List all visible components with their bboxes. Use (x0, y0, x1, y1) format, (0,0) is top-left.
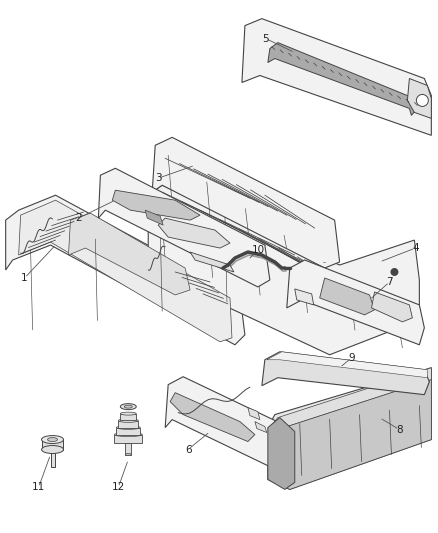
Polygon shape (148, 185, 419, 355)
Polygon shape (262, 352, 429, 394)
Text: 10: 10 (251, 245, 265, 255)
Polygon shape (268, 417, 295, 489)
Polygon shape (270, 379, 431, 489)
Polygon shape (165, 377, 293, 472)
Text: 7: 7 (386, 277, 393, 287)
Polygon shape (68, 213, 190, 295)
Text: 6: 6 (185, 445, 191, 455)
Polygon shape (145, 210, 163, 225)
Polygon shape (255, 422, 267, 433)
Polygon shape (190, 252, 234, 272)
Text: 9: 9 (348, 353, 355, 363)
Polygon shape (99, 168, 270, 287)
Polygon shape (267, 352, 427, 378)
Circle shape (390, 268, 399, 276)
Polygon shape (19, 200, 232, 342)
Text: 3: 3 (155, 173, 162, 183)
Ellipse shape (120, 412, 136, 415)
Polygon shape (268, 43, 417, 116)
Polygon shape (248, 408, 260, 419)
Ellipse shape (120, 403, 136, 410)
Polygon shape (170, 393, 255, 441)
Ellipse shape (124, 405, 132, 408)
Polygon shape (295, 289, 314, 305)
Ellipse shape (42, 435, 64, 443)
Polygon shape (6, 195, 245, 345)
Polygon shape (268, 368, 431, 489)
Ellipse shape (48, 438, 57, 441)
Polygon shape (158, 218, 230, 248)
Circle shape (417, 94, 428, 107)
Text: 5: 5 (262, 34, 269, 44)
Text: 1: 1 (21, 273, 28, 283)
Ellipse shape (114, 433, 142, 437)
Ellipse shape (42, 446, 64, 454)
Text: 11: 11 (32, 482, 45, 492)
Polygon shape (287, 260, 424, 345)
Polygon shape (242, 19, 431, 135)
Bar (118, 421, 138, 427)
Text: 12: 12 (112, 482, 125, 492)
Bar (114, 434, 142, 442)
Text: 8: 8 (396, 425, 403, 434)
Text: 4: 4 (412, 243, 419, 253)
Bar (117, 427, 140, 434)
Bar (125, 442, 131, 455)
Ellipse shape (125, 454, 131, 456)
Ellipse shape (117, 426, 140, 429)
Polygon shape (407, 78, 431, 118)
Polygon shape (152, 138, 339, 268)
Polygon shape (270, 368, 431, 430)
Bar (50, 449, 54, 467)
Polygon shape (320, 278, 374, 315)
Ellipse shape (118, 419, 138, 422)
Polygon shape (371, 292, 413, 322)
Text: 2: 2 (75, 213, 82, 223)
Polygon shape (112, 190, 200, 220)
Bar (42, 440, 64, 449)
Bar (120, 414, 136, 419)
